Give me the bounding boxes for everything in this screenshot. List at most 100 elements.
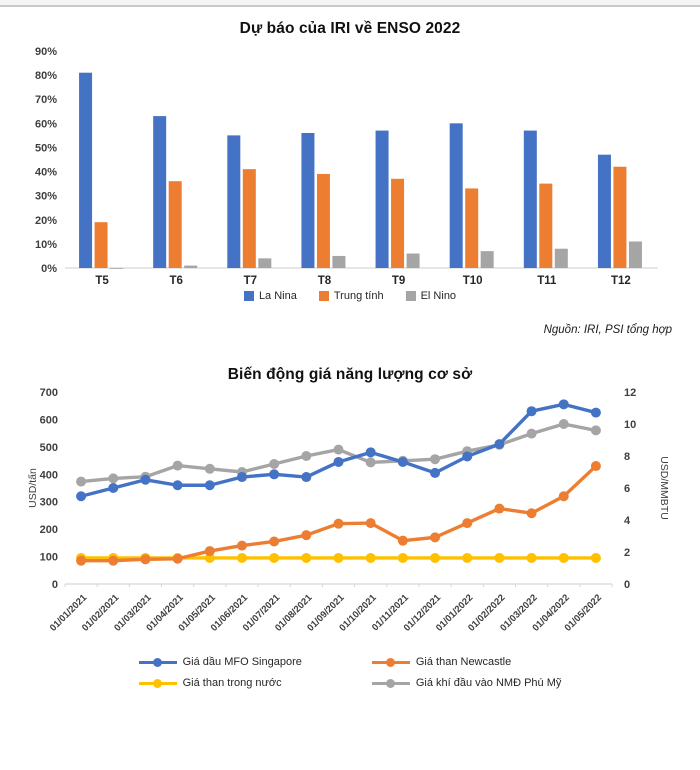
bar-T8-2 bbox=[316, 173, 330, 268]
bar-T8-1 bbox=[301, 132, 315, 268]
legend-label: El Nino bbox=[420, 290, 457, 302]
data-point bbox=[301, 472, 312, 483]
data-point bbox=[526, 508, 537, 519]
x-axis-category-label: T7 bbox=[244, 275, 257, 287]
left-axis-tick-label: 300 bbox=[40, 497, 58, 509]
x-axis-category-label: T10 bbox=[463, 275, 483, 287]
data-point bbox=[462, 552, 473, 563]
source-note: Nguồn: IRI, PSI tổng hợp bbox=[543, 324, 672, 336]
data-point bbox=[269, 536, 280, 547]
legend-item-newcastle: Giá than Newcastle bbox=[371, 656, 562, 668]
bar-T11-2 bbox=[539, 183, 553, 268]
bar-T12-3 bbox=[628, 241, 642, 268]
data-point bbox=[333, 552, 344, 563]
y-axis-tick-label: 30% bbox=[35, 191, 57, 203]
right-axis-tick-label: 12 bbox=[624, 387, 636, 399]
bar-T12-1 bbox=[597, 154, 611, 268]
data-point bbox=[430, 454, 441, 465]
data-point bbox=[526, 428, 537, 439]
bar-T7-2 bbox=[242, 169, 256, 268]
legend-item-phu-my-gas: Giá khí đầu vào NMĐ Phú Mỹ bbox=[371, 677, 562, 689]
legend-item-trung-tinh: Trung tính bbox=[318, 290, 384, 302]
energy-chart-title: Biến động giá năng lượng cơ sở bbox=[227, 366, 473, 383]
y-axis-tick-label: 60% bbox=[35, 118, 57, 130]
data-point bbox=[301, 552, 312, 563]
data-point bbox=[108, 473, 119, 484]
mfo-line-swatch-icon bbox=[138, 657, 177, 667]
data-point bbox=[269, 459, 280, 469]
y-axis-tick-label: 80% bbox=[35, 70, 57, 82]
series-1-line bbox=[76, 399, 601, 502]
legend-item-mfo: Giá dầu MFO Singapore bbox=[138, 656, 302, 668]
bar-T9-1 bbox=[375, 130, 389, 268]
newcastle-line-swatch-icon bbox=[371, 657, 410, 667]
legend-item-el-nino: El Nino bbox=[405, 290, 457, 302]
y-axis-tick-label: 50% bbox=[35, 142, 57, 154]
data-point bbox=[172, 480, 183, 491]
right-axis-tick-label: 2 bbox=[624, 547, 630, 559]
legend-label: Giá than trong nước bbox=[182, 677, 282, 689]
page-top-divider bbox=[0, 0, 700, 7]
data-point bbox=[236, 552, 247, 563]
data-point bbox=[108, 555, 119, 566]
legend-item-domestic-coal: Giá than trong nước bbox=[138, 677, 302, 689]
y-axis-tick-label: 90% bbox=[35, 46, 57, 58]
data-point bbox=[430, 552, 441, 563]
phu-my-gas-line-swatch-icon bbox=[371, 678, 410, 688]
enso-chart-legend: La Nina Trung tính El Nino bbox=[0, 290, 700, 302]
left-axis-title: USD/tấn bbox=[27, 468, 39, 508]
data-point bbox=[204, 546, 215, 557]
bar-T11-3 bbox=[554, 248, 568, 268]
domestic-coal-line-swatch-icon bbox=[138, 678, 177, 688]
y-axis-tick-label: 20% bbox=[35, 215, 57, 227]
y-axis-tick-label: 0% bbox=[41, 263, 57, 275]
data-point bbox=[590, 407, 601, 418]
line-plot-area: 0 100 200 300 400 500 600 700 0 2 4 6 8 10 12 USD/tấn US… bbox=[27, 387, 670, 634]
bar-T6-2 bbox=[168, 181, 182, 268]
legend-label: Giá dầu MFO Singapore bbox=[182, 656, 302, 668]
data-point bbox=[397, 456, 408, 467]
enso-bar-chart: 0% 10% 20% 30% 40% 50% 60% 70% 80% 90% T5 T6 T7 T8 T9 T… bbox=[35, 46, 658, 287]
data-point bbox=[526, 406, 537, 417]
left-axis-tick-label: 600 bbox=[40, 414, 58, 426]
right-axis-tick-label: 0 bbox=[624, 579, 630, 591]
bar-T10-1 bbox=[449, 123, 463, 268]
bar-T6-1 bbox=[153, 116, 167, 268]
data-point bbox=[301, 451, 312, 461]
data-point bbox=[76, 476, 87, 487]
bar-T9-2 bbox=[391, 178, 405, 268]
data-point bbox=[172, 460, 183, 471]
data-point bbox=[204, 552, 215, 563]
data-point bbox=[494, 503, 505, 514]
bar-T5-2 bbox=[94, 222, 108, 268]
data-point bbox=[590, 425, 601, 436]
la-nina-swatch-icon bbox=[243, 291, 254, 301]
bar-T10-2 bbox=[465, 188, 479, 268]
legend-item-la-nina: La Nina bbox=[243, 290, 297, 302]
bar-T5-3 bbox=[110, 268, 124, 269]
legend-label: Giá khí đầu vào NMĐ Phú Mỹ bbox=[415, 677, 562, 689]
data-point bbox=[462, 518, 473, 529]
bar-T7-3 bbox=[258, 258, 272, 268]
data-point bbox=[494, 552, 505, 563]
legend-label: La Nina bbox=[258, 290, 297, 302]
data-point bbox=[365, 457, 376, 468]
energy-line-chart: 0 100 200 300 400 500 600 700 0 2 4 6 8 10 12 USD/tấn US… bbox=[27, 387, 670, 634]
data-point bbox=[76, 491, 87, 502]
data-point bbox=[301, 530, 312, 541]
data-point bbox=[430, 467, 441, 478]
x-axis-category-label: T5 bbox=[95, 275, 109, 287]
left-axis-tick-label: 700 bbox=[40, 387, 58, 399]
data-point bbox=[204, 480, 215, 491]
x-axis-category-label: T12 bbox=[611, 275, 631, 287]
data-point bbox=[590, 461, 601, 472]
left-axis-tick-label: 400 bbox=[40, 469, 58, 481]
data-point bbox=[140, 474, 151, 485]
energy-price-chart-block: Biến động giá năng lượng cơ sở 0 100 200 30… bbox=[0, 366, 700, 689]
x-axis-category-label: T9 bbox=[392, 275, 405, 287]
left-axis-tick-label: 200 bbox=[40, 524, 58, 536]
data-point bbox=[236, 540, 247, 551]
y-axis-tick-label: 10% bbox=[35, 239, 57, 251]
data-point bbox=[172, 553, 183, 564]
trung-tinh-swatch-icon bbox=[318, 291, 329, 301]
